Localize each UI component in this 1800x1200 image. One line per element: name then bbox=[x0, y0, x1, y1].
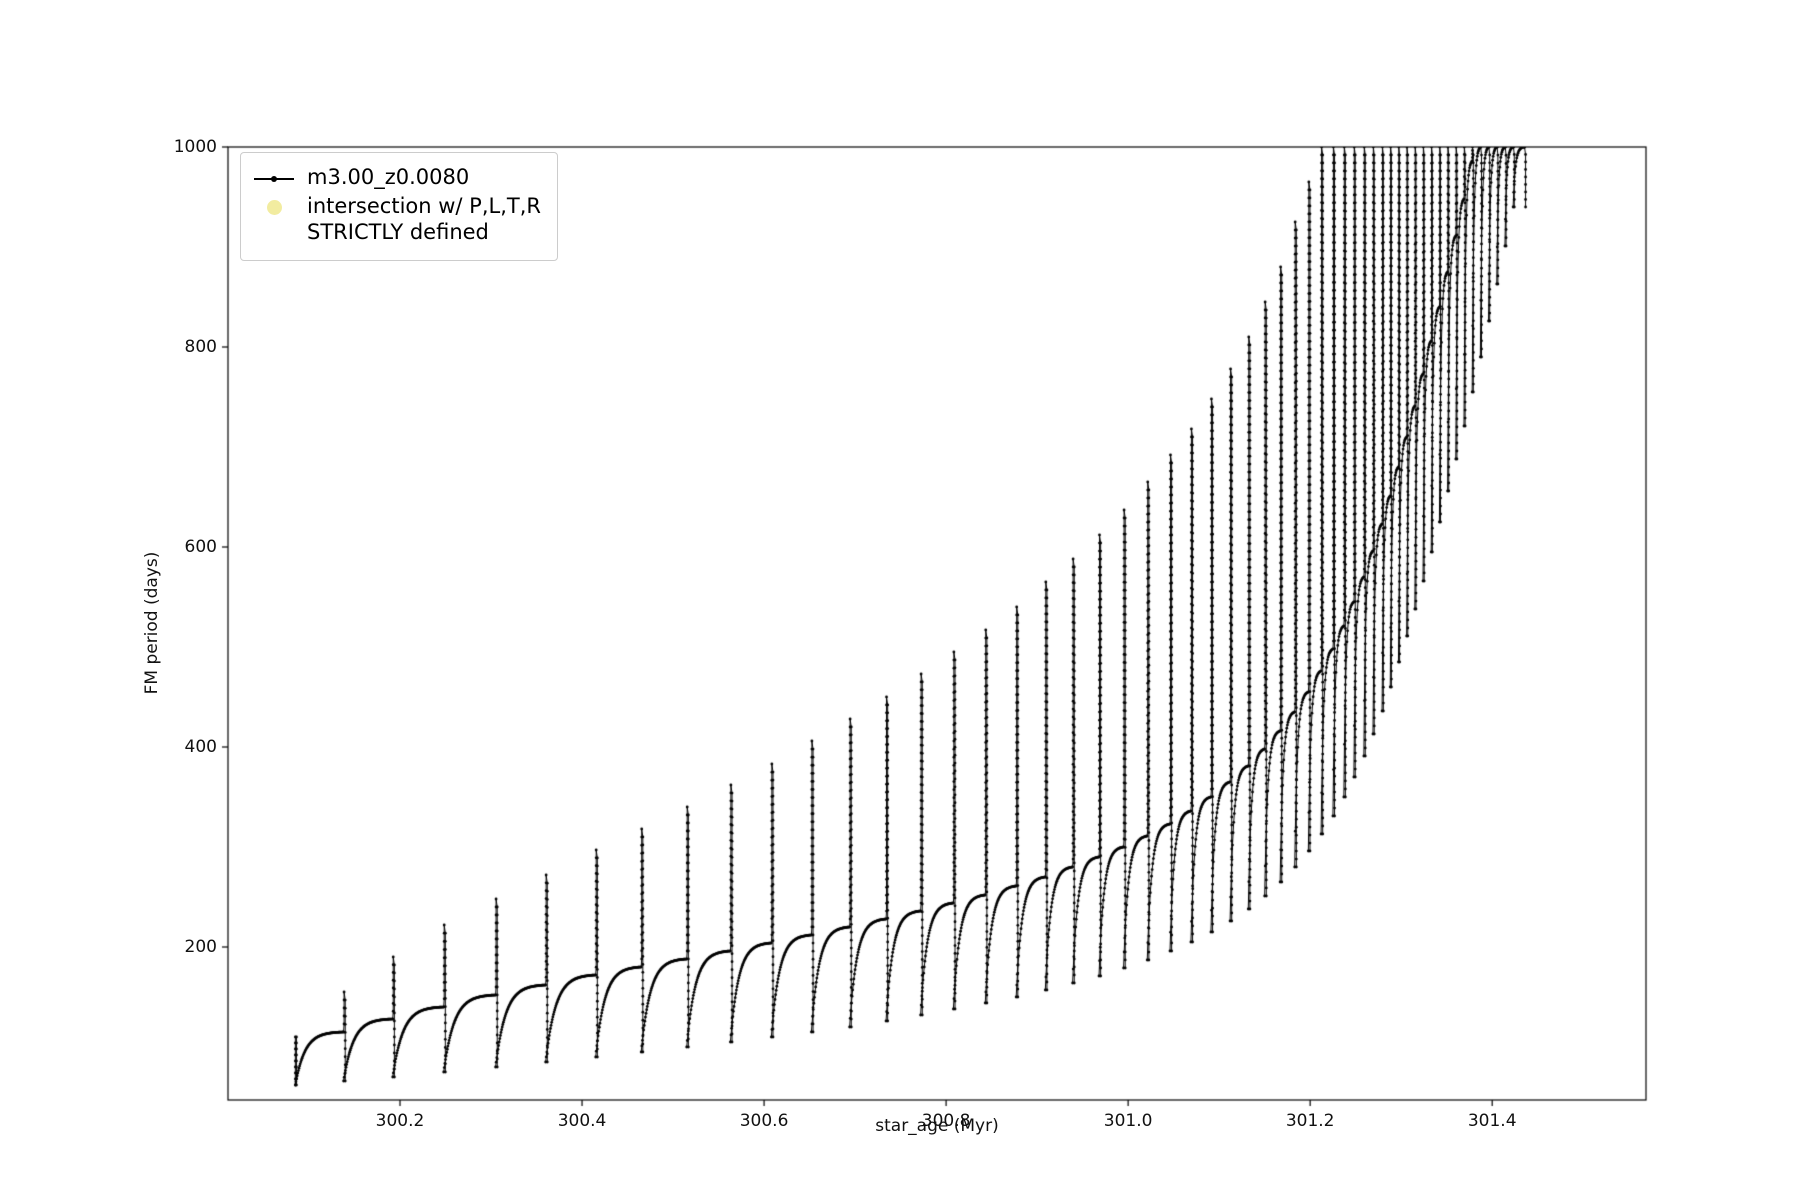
legend: m3.00_z0.0080 intersection w/ P,L,T,R ST… bbox=[240, 152, 558, 261]
legend-entry-series: m3.00_z0.0080 bbox=[253, 165, 541, 189]
x-tick-label: 300.4 bbox=[557, 1111, 607, 1131]
y-tick-label: 400 bbox=[184, 737, 217, 757]
y-tick-label: 1000 bbox=[173, 137, 217, 157]
x-tick-label: 301.0 bbox=[1103, 1111, 1153, 1131]
legend-entry-intersection: intersection w/ P,L,T,R STRICTLY defined bbox=[253, 193, 541, 246]
x-tick-label: 300.2 bbox=[375, 1111, 425, 1131]
intersection-dot-icon bbox=[266, 200, 282, 215]
dot-marker-icon bbox=[271, 176, 277, 182]
y-tick-label: 600 bbox=[184, 537, 217, 557]
legend-entry-intersection-label: intersection w/ P,L,T,R STRICTLY defined bbox=[307, 194, 541, 245]
x-tick-label: 300.6 bbox=[739, 1111, 789, 1131]
line-marker-icon bbox=[254, 176, 294, 182]
y-tick-label: 800 bbox=[184, 337, 217, 357]
y-axis-label: FM period (days) bbox=[142, 551, 162, 695]
x-tick-label: 300.8 bbox=[921, 1111, 971, 1131]
y-tick-label: 200 bbox=[184, 937, 217, 957]
legend-dot-marker-wrap bbox=[253, 193, 295, 215]
x-axis-label: star_age (Myr) bbox=[875, 1116, 999, 1136]
legend-line-marker-wrap bbox=[253, 165, 295, 182]
x-tick-label: 301.2 bbox=[1285, 1111, 1335, 1131]
x-tick-label: 301.4 bbox=[1467, 1111, 1517, 1131]
legend-entry-series-label: m3.00_z0.0080 bbox=[307, 165, 470, 189]
